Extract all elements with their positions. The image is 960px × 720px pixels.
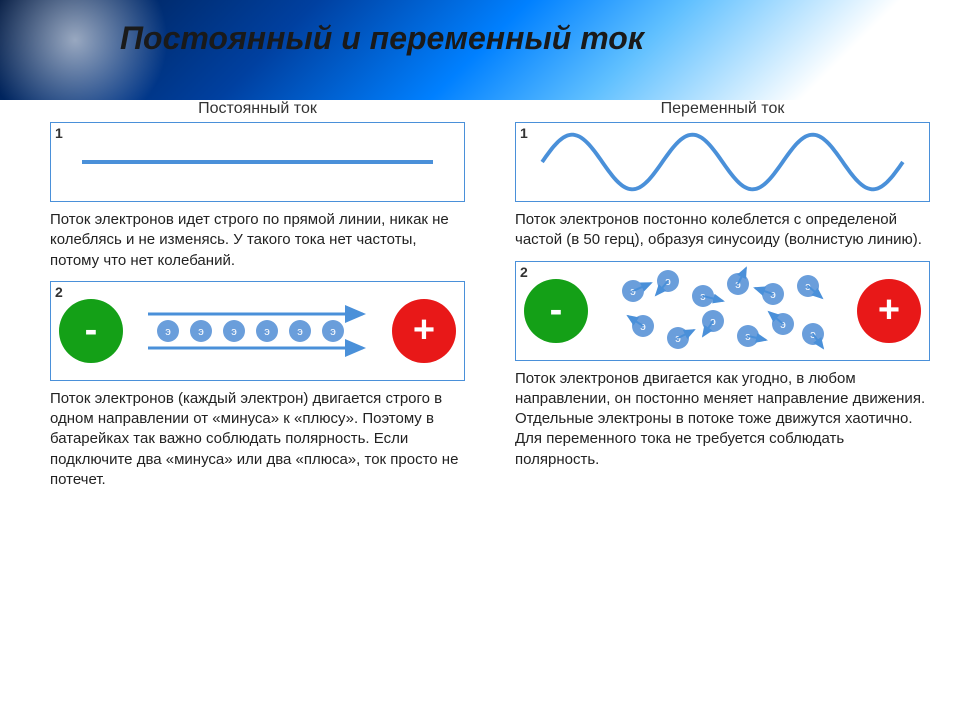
svg-text:э: э [770, 289, 776, 301]
dc-desc-2: Поток электронов (каждый электрон) двига… [50, 389, 465, 490]
dc-desc-1: Поток электронов идет строго по прямой л… [50, 210, 465, 271]
svg-text:э: э [264, 326, 270, 338]
svg-text:э: э [165, 326, 171, 338]
content-area: Постоянный ток 1 Поток электронов идет с… [0, 100, 960, 500]
dc-line-svg [51, 123, 464, 201]
svg-text:э: э [640, 321, 646, 333]
dc-heading: Постоянный ток [50, 100, 465, 118]
ac-desc-1: Поток электронов постонно колеблется с о… [515, 210, 930, 251]
dc-flow-panel: 2 - э э э э э э + [50, 281, 465, 381]
svg-text:э: э [780, 319, 786, 331]
minus-terminal: - [524, 279, 588, 343]
ac-heading: Переменный ток [515, 100, 930, 118]
svg-text:э: э [630, 286, 636, 298]
plus-terminal: + [857, 279, 921, 343]
dc-waveform-panel: 1 [50, 122, 465, 202]
svg-text:э: э [297, 326, 303, 338]
header-banner: Постоянный и переменный ток [0, 0, 960, 100]
svg-text:э: э [330, 326, 336, 338]
ac-column: Переменный ток 1 Поток электронов постон… [515, 100, 930, 500]
ac-sine-svg [516, 123, 929, 201]
plus-terminal: + [392, 299, 456, 363]
minus-terminal: - [59, 299, 123, 363]
dc-column: Постоянный ток 1 Поток электронов идет с… [50, 100, 465, 500]
ac-flow-panel: 2 - ээээээээээээ + [515, 261, 930, 361]
svg-text:э: э [198, 326, 204, 338]
dc-electrons-svg: ээээээ [143, 286, 373, 376]
svg-text:э: э [675, 333, 681, 345]
panel-number: 2 [520, 264, 528, 280]
page-title: Постоянный и переменный ток [120, 20, 644, 57]
ac-waveform-panel: 1 [515, 122, 930, 202]
panel-number: 2 [55, 284, 63, 300]
panel-number: 1 [55, 125, 63, 141]
panel-number: 1 [520, 125, 528, 141]
ac-electrons-svg: ээээээээээээ [608, 266, 838, 356]
svg-text:э: э [231, 326, 237, 338]
ac-desc-2: Поток электронов двигается как угодно, в… [515, 369, 930, 470]
